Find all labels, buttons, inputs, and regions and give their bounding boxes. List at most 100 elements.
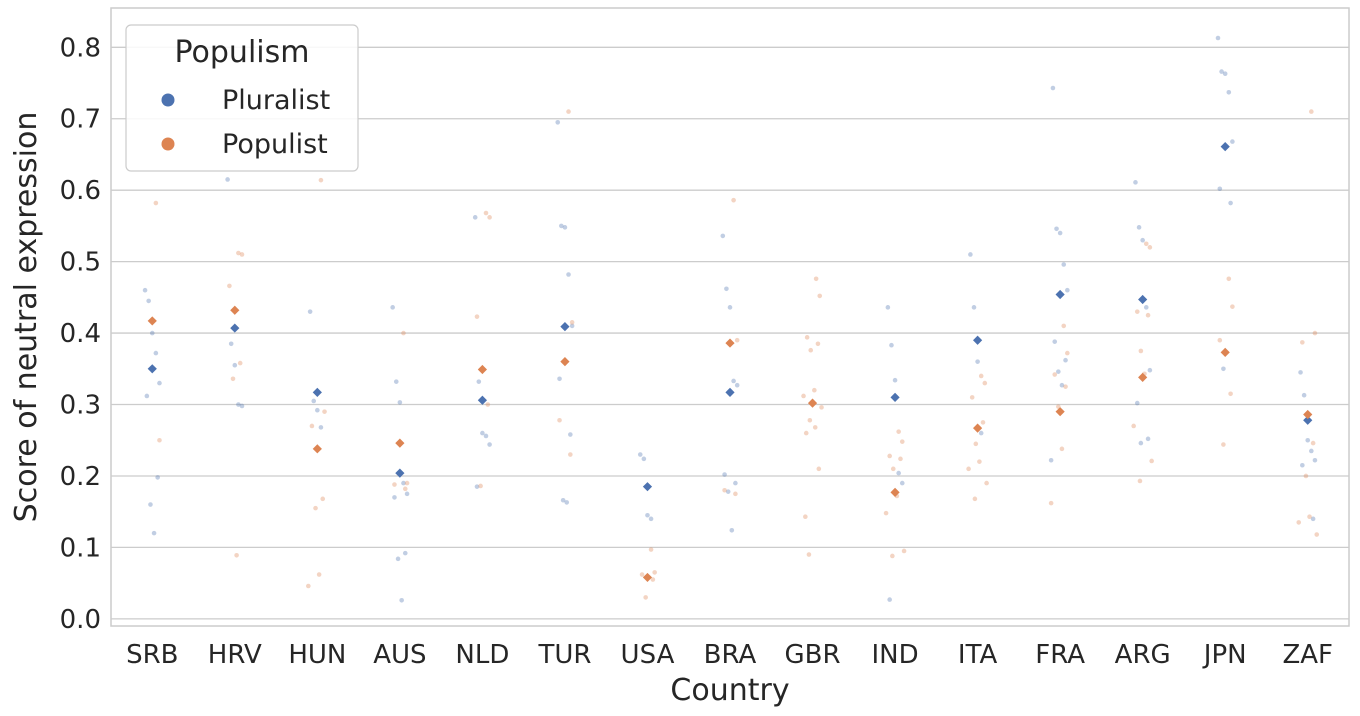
mean-marker (477, 364, 487, 375)
data-point (817, 293, 823, 299)
data-point (978, 430, 984, 436)
mean-marker (725, 338, 735, 348)
x-tick-label: FRA (1035, 640, 1085, 670)
data-point (1143, 241, 1149, 247)
x-tick-label: IND (871, 640, 918, 670)
data-point (1296, 520, 1302, 525)
data-point (896, 470, 901, 476)
data-point (1059, 446, 1065, 452)
data-point (483, 433, 489, 439)
data-point (318, 177, 324, 183)
data-point (557, 417, 562, 423)
x-tick-label: BRA (704, 640, 757, 670)
data-point (1215, 35, 1221, 41)
data-point (1136, 225, 1142, 230)
data-point (569, 320, 575, 325)
data-point (1221, 442, 1226, 447)
y-tick-label: 0.5 (60, 248, 101, 278)
data-point (1138, 440, 1144, 446)
y-tick-label: 0.3 (60, 391, 101, 421)
data-point (1217, 186, 1223, 192)
data-point (898, 456, 903, 462)
data-point (149, 330, 155, 336)
data-point (734, 337, 740, 343)
data-point (1059, 382, 1065, 388)
data-point (306, 583, 311, 589)
data-point (1312, 330, 1318, 336)
data-point (975, 359, 980, 364)
data-point (887, 597, 892, 602)
data-point (1048, 500, 1054, 506)
plot-frame (110, 7, 1350, 627)
data-point (1226, 90, 1232, 95)
data-point (1140, 237, 1145, 243)
mean-marker (147, 316, 157, 326)
data-point (555, 120, 561, 125)
mean-markers (147, 142, 1313, 583)
data-point (318, 425, 324, 430)
data-point (734, 382, 740, 388)
data-point (1065, 287, 1070, 293)
data-point (404, 491, 410, 497)
data-point (557, 376, 562, 382)
data-point (724, 286, 729, 292)
data-point (1300, 462, 1305, 468)
data-point (399, 597, 404, 603)
legend-marker-populist (161, 137, 175, 151)
mean-marker (1138, 294, 1148, 305)
data-point (485, 402, 491, 407)
data-point (227, 283, 232, 289)
data-point (1061, 262, 1067, 267)
data-point (402, 550, 408, 556)
data-point (1310, 516, 1316, 522)
data-point (815, 341, 821, 347)
data-point (568, 452, 573, 457)
data-point (650, 577, 656, 582)
data-point (890, 466, 896, 472)
data-point (562, 225, 568, 230)
data-point (819, 405, 824, 410)
data-point (404, 480, 410, 486)
grid-lines (111, 46, 1349, 620)
data-point (731, 378, 736, 384)
data-point (1222, 71, 1228, 77)
data-point (1131, 423, 1136, 429)
x-tick-label: HUN (288, 640, 346, 670)
data-point (569, 323, 575, 329)
data-point (315, 407, 320, 413)
data-point (478, 483, 483, 489)
data-point (1145, 312, 1151, 318)
data-point (1147, 245, 1153, 250)
data-point (476, 379, 482, 384)
data-point (402, 486, 408, 492)
x-tick-label: JPN (1202, 640, 1247, 670)
y-tick-label: 0.7 (60, 105, 101, 135)
mean-marker (890, 392, 900, 402)
data-point (1228, 391, 1233, 397)
data-point (474, 484, 480, 489)
mean-marker (1055, 407, 1065, 417)
data-point (474, 314, 480, 319)
data-point (808, 347, 814, 353)
data-point (401, 480, 406, 486)
data-point (899, 480, 905, 486)
data-point (1314, 532, 1320, 537)
data-point (1303, 473, 1309, 479)
data-point (311, 398, 317, 404)
mean-marker (230, 323, 240, 333)
legend-marker-pluralist (161, 93, 175, 107)
data-point (1048, 457, 1054, 463)
data-point (232, 362, 238, 368)
mean-marker (147, 364, 157, 374)
data-point (812, 425, 818, 430)
x-tick-label: AUS (373, 640, 426, 670)
legend-title: Populism (175, 35, 310, 70)
data-point (146, 298, 151, 304)
data-point (1309, 109, 1314, 114)
data-point (1300, 340, 1305, 345)
data-point (392, 482, 397, 487)
data-point (237, 360, 243, 366)
data-point (392, 495, 397, 500)
data-point (1050, 85, 1056, 91)
